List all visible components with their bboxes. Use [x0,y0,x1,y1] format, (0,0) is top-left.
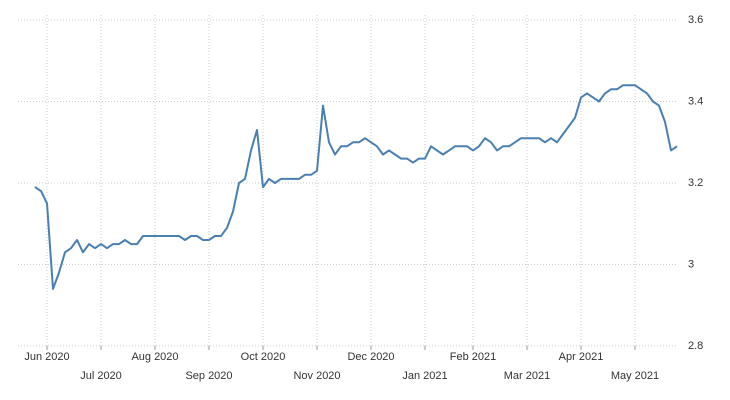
x-tick-label: Jun 2020 [24,351,69,363]
y-tick-label: 3 [688,258,694,270]
y-tick-label: 2.8 [688,340,703,352]
x-tick-label: Nov 2020 [293,370,340,382]
y-tick-label: 3.6 [688,14,703,26]
x-tick-label: May 2021 [611,370,659,382]
x-tick-label: Jul 2020 [80,370,122,382]
x-tick-label: Feb 2021 [450,351,496,363]
x-tick-label: Jan 2021 [402,370,447,382]
line [34,84,678,290]
x-tick-label: Dec 2020 [347,351,394,363]
x-tick-label: Mar 2021 [504,370,550,382]
x-tick-label: Apr 2021 [559,351,604,363]
x-tick-label: Oct 2020 [241,351,286,363]
y-tick-label: 3.2 [688,177,703,189]
x-tick-label: Sep 2020 [185,370,232,382]
x-tick-label: Aug 2020 [131,351,178,363]
y-tick-label: 3.4 [688,95,703,107]
